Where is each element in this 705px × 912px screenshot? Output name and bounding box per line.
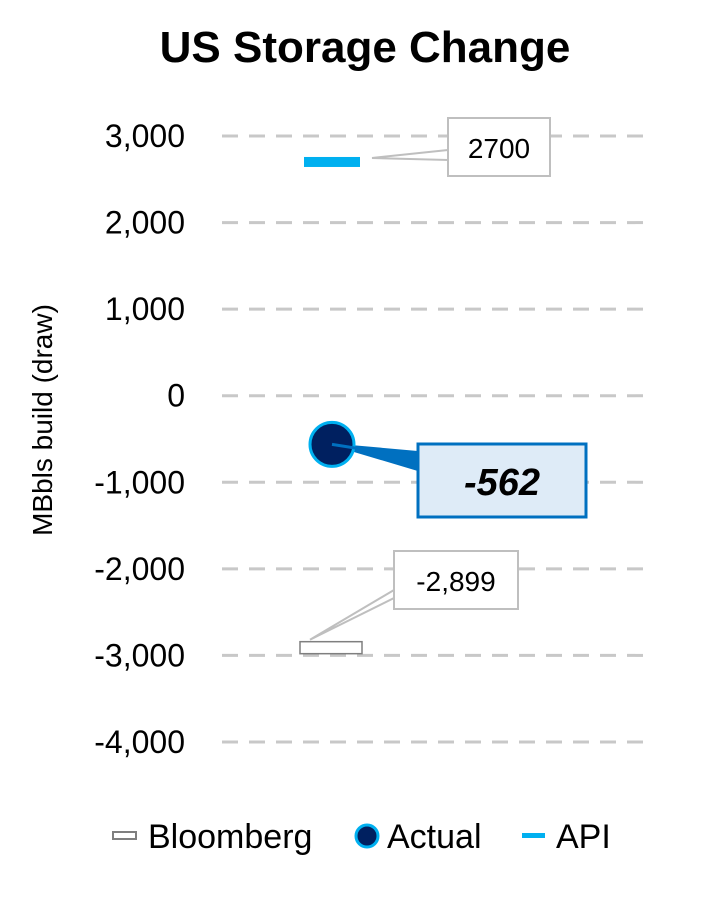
y-tick-label: 0 xyxy=(167,378,185,414)
legend-api-marker xyxy=(522,833,545,838)
y-tick-label: -2,000 xyxy=(94,551,185,587)
legend-bloomberg-label: Bloomberg xyxy=(148,818,312,856)
legend-bloomberg-marker xyxy=(112,831,137,840)
legend-api-label: API xyxy=(556,818,611,856)
actual-callout-line xyxy=(331,442,419,460)
legend-actual-label: Actual xyxy=(387,818,482,856)
y-axis-label: MBbls build (draw) xyxy=(27,304,58,536)
y-tick-label: -1,000 xyxy=(94,464,185,500)
bloomberg-callout-pointer xyxy=(309,588,395,641)
api-data-label: 2700 xyxy=(468,133,530,164)
y-tick-label: -4,000 xyxy=(94,724,185,760)
bloomberg-marker xyxy=(299,640,363,655)
y-tick-label: 3,000 xyxy=(105,118,185,154)
api-callout-pointer xyxy=(371,148,449,161)
chart-title: US Storage Change xyxy=(160,23,571,72)
y-tick-label: 1,000 xyxy=(105,291,185,327)
y-tick-label: 2,000 xyxy=(105,205,185,241)
actual-callout-box xyxy=(416,442,588,519)
y-tick-label: -3,000 xyxy=(94,637,185,673)
api-marker xyxy=(304,156,360,167)
api-callout-box xyxy=(447,117,551,177)
actual-data-label: -562 xyxy=(464,462,540,504)
bloomberg-data-label: -2,899 xyxy=(416,566,495,597)
bloomberg-callout-box xyxy=(393,550,519,610)
legend-actual-marker xyxy=(354,823,380,849)
